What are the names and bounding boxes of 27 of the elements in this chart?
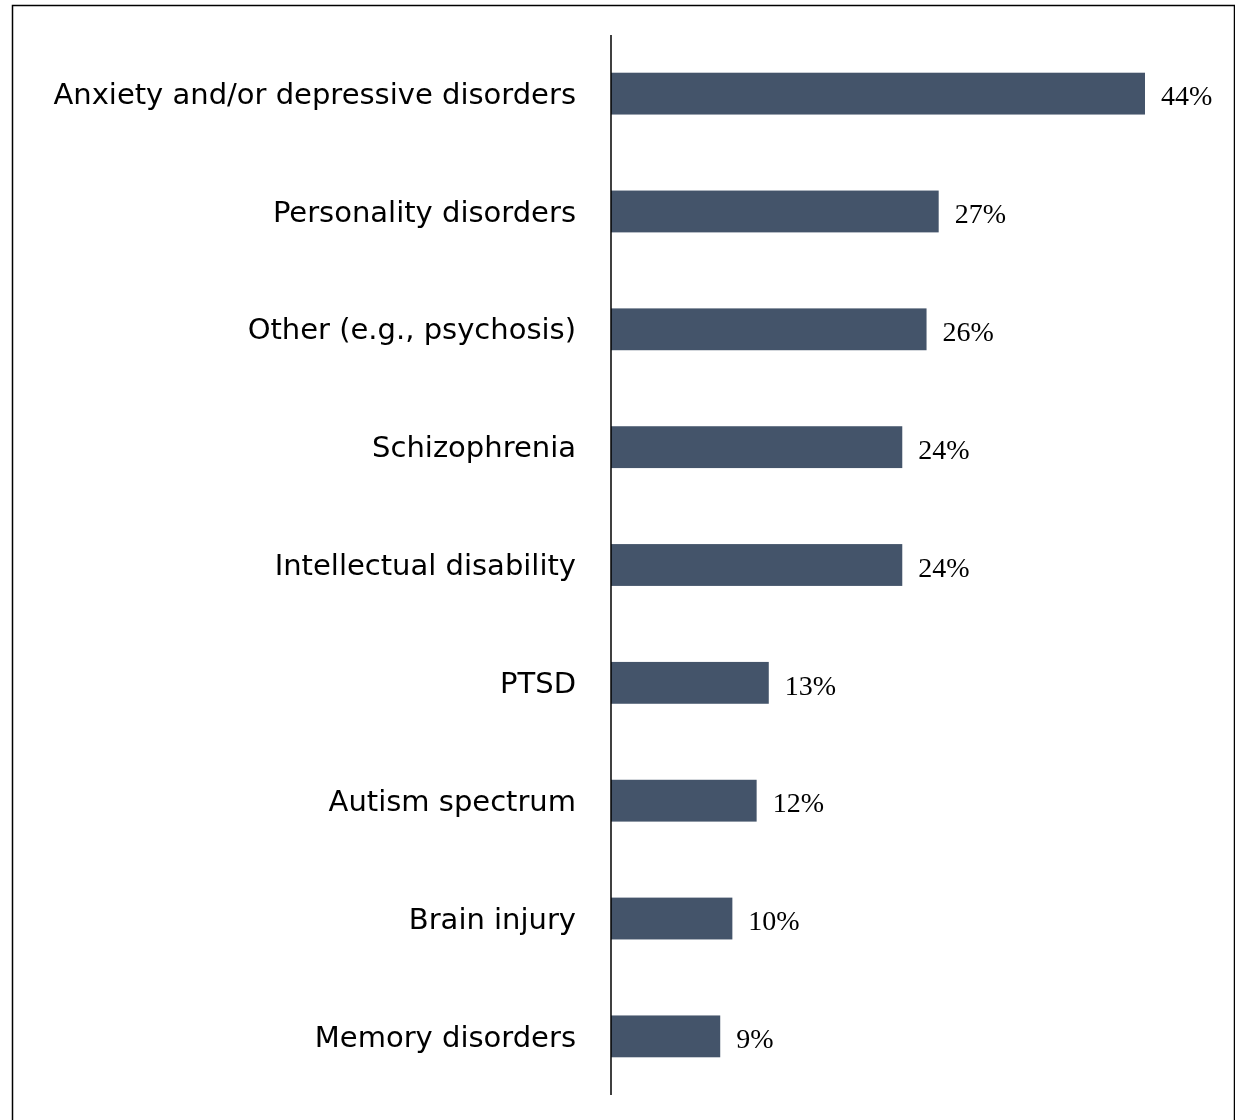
data-label: 13%: [784, 669, 837, 701]
y-tick-label: Schizophrenia: [372, 430, 576, 465]
bar: [611, 426, 903, 469]
bar: [611, 72, 1145, 115]
y-tick-label: Autism spectrum: [328, 783, 576, 818]
data-label: 24%: [918, 433, 970, 465]
y-tick-label: PTSD: [500, 665, 576, 700]
y-tick-label: Intellectual disability: [274, 548, 576, 583]
data-label: 24%: [918, 551, 970, 583]
data-label: 27%: [954, 198, 1007, 230]
y-tick-label: Personality disorders: [272, 194, 576, 229]
data-label: 10%: [748, 905, 800, 937]
y-tick-label: Memory disorders: [314, 1019, 576, 1054]
bar: [611, 544, 903, 586]
bar: [611, 1015, 721, 1058]
bar: [611, 661, 769, 704]
bar: [611, 308, 927, 351]
data-label: 9%: [736, 1023, 774, 1055]
y-tick-label: Anxiety and/or depressive disorders: [53, 76, 576, 111]
data-label: 12%: [772, 787, 824, 819]
bar: [611, 190, 939, 233]
data-label: 26%: [942, 316, 994, 348]
data-label: 44%: [1161, 80, 1213, 112]
bar: [611, 897, 733, 940]
y-tick-label: Other (e.g., psychosis): [247, 312, 576, 347]
y-tick-label: Brain injury: [408, 901, 576, 936]
bar: [611, 779, 757, 822]
